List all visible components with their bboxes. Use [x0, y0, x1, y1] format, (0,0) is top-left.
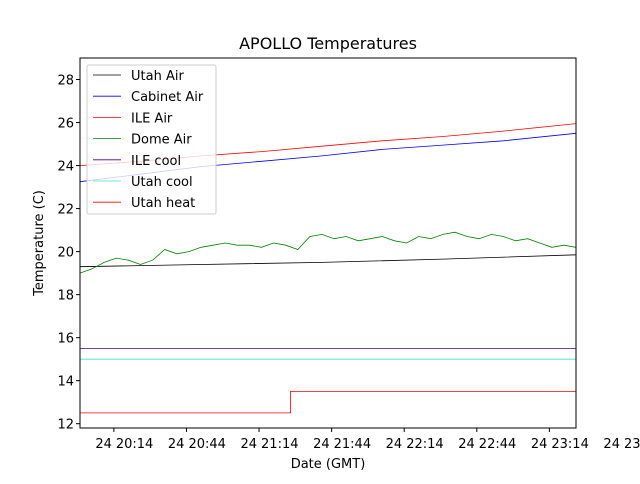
x-tick-label-time: 23:44: [624, 437, 640, 452]
x-tick-label-time: 20:14: [116, 437, 153, 452]
plot-frame: [79, 57, 577, 429]
y-tick-label: 26: [57, 117, 74, 132]
y-axis-label: Temperature (C): [32, 190, 47, 297]
y-tick-label: 22: [57, 203, 74, 218]
series-line-utah-heat: [80, 390, 576, 414]
y-tick-label: 18: [57, 289, 74, 304]
x-tick-label-time: 23:14: [551, 437, 588, 452]
y-tick-label: 24: [57, 160, 74, 175]
chart-title: APOLLO Temperatures: [239, 34, 417, 53]
legend-label-dome-air: Dome Air: [131, 133, 192, 148]
x-tick-label-day: 24: [386, 437, 403, 452]
x-tick-label-day: 24: [95, 437, 112, 452]
legend-label-utah-air: Utah Air: [131, 69, 184, 84]
x-tick-label-time: 21:14: [261, 437, 298, 452]
y-tick-label: 16: [57, 332, 74, 347]
x-tick-label-time: 20:44: [188, 437, 225, 452]
series-line-utah-air: [79, 254, 577, 268]
x-tick-label-day: 24: [603, 437, 620, 452]
legend-label-utah-heat: Utah heat: [131, 196, 195, 211]
x-tick-label-day: 24: [168, 437, 185, 452]
legend-label-utah-cool: Utah cool: [131, 175, 193, 190]
y-tick-label: 28: [57, 74, 74, 89]
series-line-dome-air: [79, 231, 577, 274]
legend-label-ile-cool: ILE cool: [131, 154, 181, 169]
legend-label-cabinet-air: Cabinet Air: [131, 90, 204, 105]
legend-label-ile-air: ILE Air: [131, 111, 173, 126]
y-tick-label: 12: [57, 418, 74, 433]
legend: Utah Air Cabinet Air ILE Air Dome Air ILE co…: [86, 64, 217, 215]
x-tick-label-time: 22:44: [479, 437, 516, 452]
x-tick-label-day: 24: [240, 437, 257, 452]
x-axis-label: Date (GMT): [291, 457, 366, 472]
y-tick-label: 20: [57, 246, 74, 261]
x-tick-label-day: 24: [458, 437, 475, 452]
x-tick-label-day: 24: [531, 437, 548, 452]
x-tick-label-day: 24: [313, 437, 330, 452]
legend-box: [86, 64, 217, 215]
x-tick-label-time: 22:14: [406, 437, 443, 452]
x-tick-label-time: 21:44: [334, 437, 371, 452]
y-tick-label: 14: [57, 375, 74, 390]
